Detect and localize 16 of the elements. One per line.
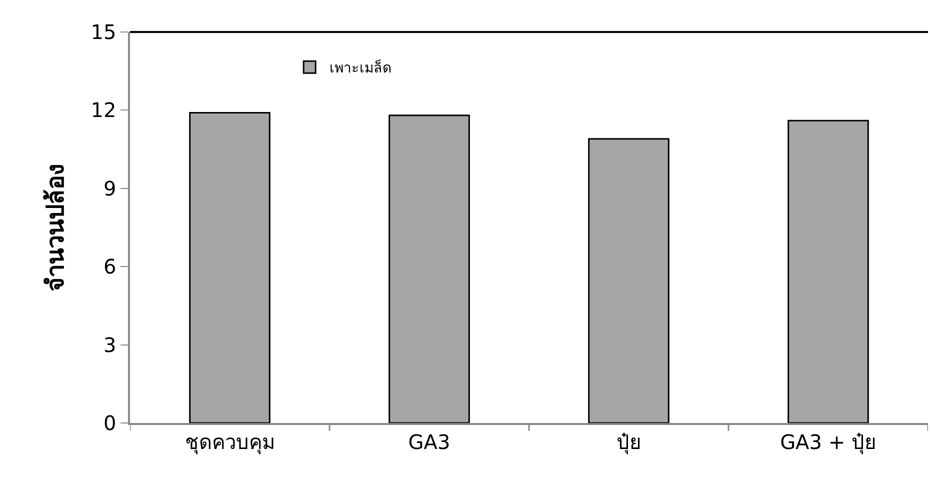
x-tick-label: GA3 + ปุ๋ย [780,430,876,455]
legend-label: เพาะเมล็ด [330,58,392,77]
bar [788,120,869,423]
y-tick-label: 9 [104,176,116,200]
y-tick-label: 6 [104,254,116,279]
y-tick-label: 0 [104,411,116,435]
x-tick-label: ปุ๋ย [616,430,642,455]
y-tick-label: 12 [90,98,116,122]
x-tick-label: ชุดควบคุม [184,430,275,455]
x-tick-label: GA3 [408,430,450,454]
y-tick-label: 3 [104,332,116,357]
bar [189,112,270,423]
y-axis-title: จำนวนปล้อง [41,164,70,292]
bar [588,138,670,423]
y-tick-label: 15 [90,20,116,44]
bar [388,114,470,423]
